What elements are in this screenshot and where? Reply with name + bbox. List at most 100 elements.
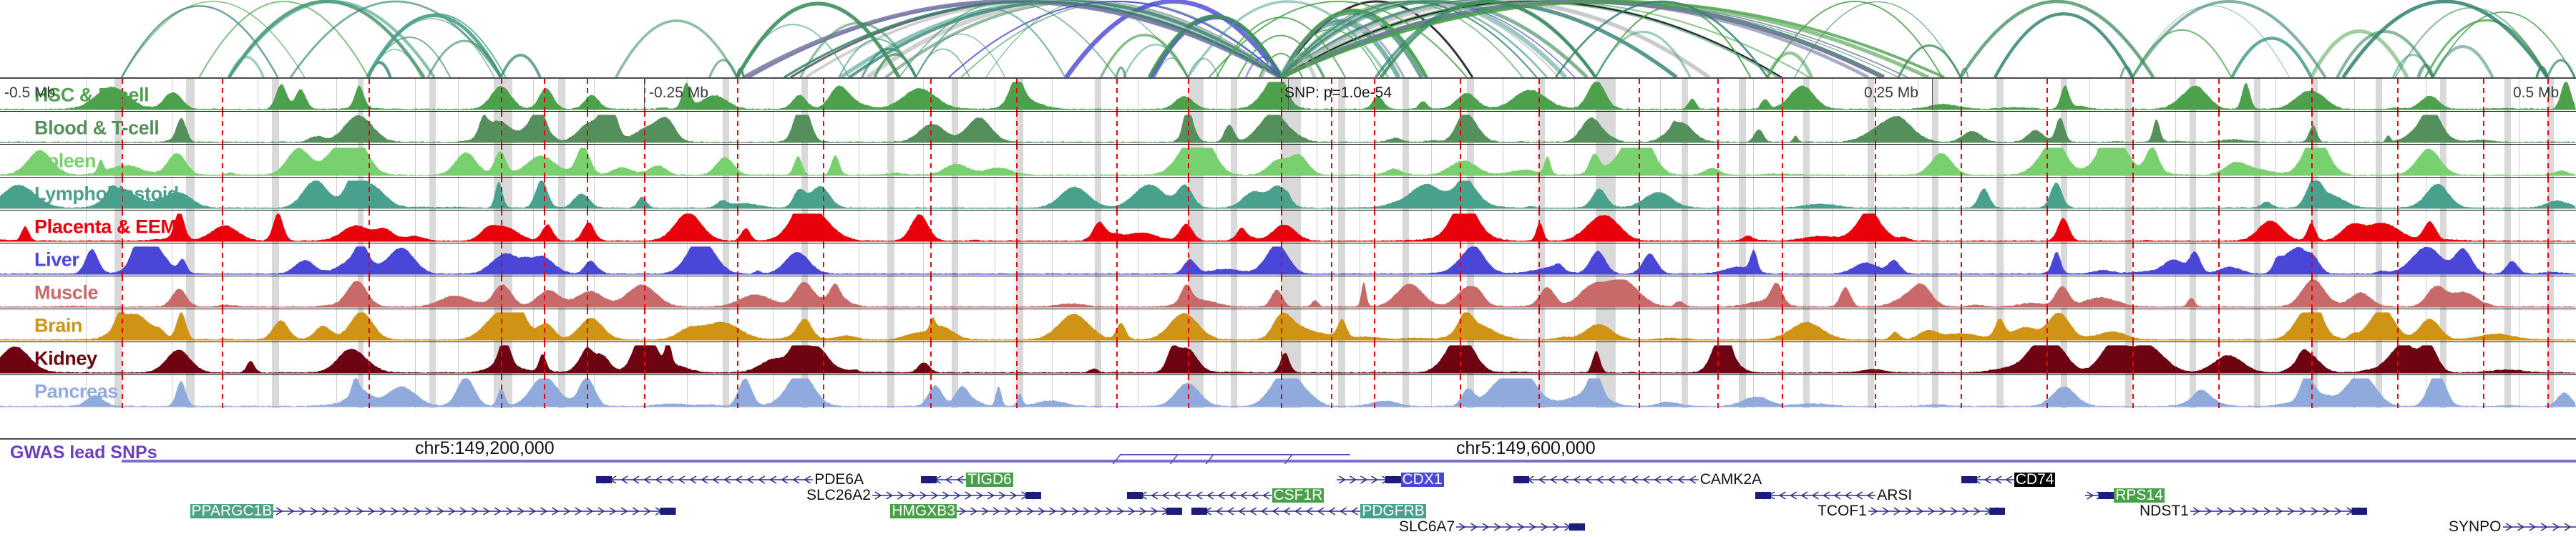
gene-camk2a[interactable]: CAMK2A [1513,472,1763,487]
snp-marker-line [1016,309,1018,342]
gene-label: CSF1R [1272,487,1324,504]
gene-tcof1[interactable]: TCOF1 [1816,503,2006,518]
grid-line [2354,309,2355,342]
grid-line [773,112,774,144]
interaction-arc [1960,67,1969,77]
grid-line [415,375,416,408]
grid-line [1216,342,1217,374]
shaded-region [1231,145,1237,177]
signal-track-muscle[interactable]: Muscle [0,276,2576,309]
snp-marker-line [1331,276,1332,309]
snp-marker-line [644,342,645,374]
grid-line [1431,375,1432,408]
grid-line [923,375,924,408]
snp-marker-line [1460,375,1461,408]
snp-marker-line [501,276,502,309]
shaded-region [1538,309,1545,342]
shaded-region [1095,79,1101,111]
gene-body [956,503,1182,519]
grid-line [1431,276,1432,309]
interaction-arc [899,1,1117,77]
shaded-region [2376,112,2382,144]
grid-line [1574,112,1575,144]
grid-line [1216,309,1217,342]
grid-line [1574,243,1575,276]
gene-arsi[interactable]: ARSI [1755,488,1914,503]
snp-marker-line [1875,211,1876,243]
gene-synpo[interactable]: SYNPO [2447,519,2576,534]
snp-marker-line [737,276,738,309]
snp-marker-line [1639,112,1640,144]
grid-line [1574,211,1575,243]
gene-pdgfrb[interactable]: PDGFRB [1191,503,1426,519]
gene-slc26a2[interactable]: SLC26A2 [805,487,1042,503]
grid-line [2275,112,2276,144]
signal-track-lymphoblastoid[interactable]: Lymphoblastoid [0,178,2576,211]
snp-marker-line [1717,375,1719,408]
track-label-placenta-eem: Placenta & EEM [34,216,177,237]
grid-line [2354,243,2355,276]
gene-slc6a7[interactable]: SLC6A7 [1397,519,1586,534]
gene-hmgxb3[interactable]: HMGXB3 [890,503,1182,519]
signal-track-placenta-eem[interactable]: Placenta & EEM [0,211,2576,243]
grid-line [1753,112,1754,144]
shaded-region [1231,112,1237,144]
snp-marker-line [1961,375,1962,408]
signal-track-pancreas[interactable]: Pancreas [0,375,2576,408]
snp-marker-line [1538,145,1540,177]
gene-rps14[interactable]: RPS14 [2084,488,2165,503]
snp-marker-line [1875,112,1876,144]
snp-marker-line [2218,112,2220,144]
gene-cd74[interactable]: CD74 [1961,472,2056,488]
shaded-region [429,276,436,309]
shaded-region [1739,276,1746,309]
grid-line [86,79,87,111]
gene-tigd6[interactable]: TIGD6 [921,471,1013,488]
signal-track-liver[interactable]: Liver [0,243,2576,276]
signal-track-brain[interactable]: Brain [0,309,2576,342]
signal-track-kidney[interactable]: Kidney [0,342,2576,375]
shaded-region [1932,243,1938,276]
snp-marker-line [644,276,645,309]
snp-marker-line [122,79,123,111]
shaded-region [429,112,436,144]
snp-marker-line [1538,178,1540,210]
snp-marker-line [823,145,824,177]
shaded-region [1402,79,1409,111]
shaded-region [1868,178,1874,210]
signal-profile [0,378,2576,407]
shaded-region [558,178,565,210]
snp-marker-line [501,243,502,276]
gene-body [872,487,1042,503]
signal-track-hsc-b-cell[interactable]: HSC & B-cell [0,79,2576,112]
interaction-arc [499,54,542,77]
snp-marker-line [2311,309,2313,342]
snp-marker-line [222,79,223,111]
snp-marker-line [587,309,588,342]
shaded-region [558,309,565,342]
shaded-region [1095,178,1101,210]
snp-marker-line [823,375,824,408]
signal-track-spleen[interactable]: Spleen [0,145,2576,178]
interaction-arc [735,1,901,77]
snp-marker-line [1016,178,1018,210]
grid-line [2089,211,2090,243]
signal-track-blood-t-cell[interactable]: Blood & T-cell [0,112,2576,145]
grid-line [1216,79,1217,111]
gene-cdx1[interactable]: CDX1 [1336,472,1444,488]
shaded-region [1739,145,1746,177]
gene-ndst1[interactable]: NDST1 [2138,503,2368,518]
grid-line [773,276,774,309]
shaded-region [2254,375,2260,408]
shaded-region [2125,178,2132,210]
shaded-region [1932,211,1938,243]
shaded-region [1095,145,1101,177]
gene-pde6a[interactable]: PDE6A [595,472,866,487]
gene-ppargc1b[interactable]: PPARGC1B [190,503,676,519]
grid-line [773,178,774,210]
snp-marker-line [930,145,932,177]
gene-body [921,471,966,488]
shaded-region [1095,112,1101,144]
gene-csf1r[interactable]: CSF1R [1127,488,1324,503]
